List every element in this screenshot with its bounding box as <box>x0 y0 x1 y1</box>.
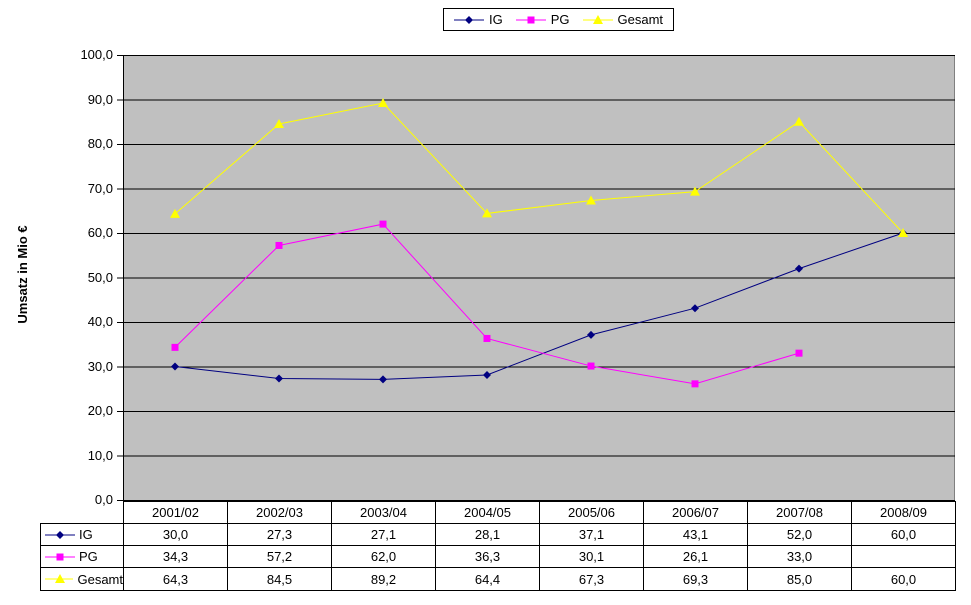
series-name: IG <box>79 527 93 542</box>
value-cell: 26,1 <box>643 545 747 567</box>
year-header-cell: 2008/09 <box>851 501 955 523</box>
diamond-marker <box>465 15 473 24</box>
year-header-cell: 2007/08 <box>747 501 851 523</box>
triangle-marker <box>482 208 492 218</box>
diamond-marker <box>56 530 64 539</box>
triangle-marker <box>586 195 596 205</box>
value-cell: 27,1 <box>331 523 435 545</box>
legend-label: Gesamt <box>617 12 664 27</box>
diamond-marker <box>795 264 803 273</box>
value-cell: 69,3 <box>643 567 747 590</box>
triangle-marker <box>274 118 284 128</box>
year-header-cell: 2002/03 <box>227 501 331 523</box>
legend-key-Gesamt <box>45 574 74 583</box>
legend-item-Gesamt: Gesamt <box>582 12 664 27</box>
chart-data-table: 2001/02 2002/03 2003/04 2004/05 2005/06 2006/… <box>40 501 956 591</box>
legend-key-PG <box>45 553 75 560</box>
value-cell: 30,1 <box>539 545 643 567</box>
square-marker <box>379 220 387 228</box>
legend-key-PG <box>515 16 546 23</box>
value-cell: 60,0 <box>851 567 955 590</box>
year-header-cell: 2006/07 <box>643 501 747 523</box>
triangle-marker <box>690 186 700 196</box>
triangle-marker <box>794 116 804 126</box>
chart-legend: IG PG Gesamt <box>443 8 675 31</box>
value-cell: 64,4 <box>435 567 539 590</box>
y-axis-tick-label: 20,0 <box>87 403 113 418</box>
triangle-marker <box>378 98 388 108</box>
year-header-cell: 2001/02 <box>123 501 227 523</box>
diamond-marker <box>275 374 283 383</box>
value-cell: 89,2 <box>331 567 435 590</box>
value-cell: 33,0 <box>747 545 851 567</box>
square-marker <box>691 380 699 388</box>
legend-label: IG <box>489 12 503 27</box>
y-axis-tick-label: 0,0 <box>94 492 113 507</box>
triangle-marker <box>898 228 908 237</box>
value-cell: 62,0 <box>331 545 435 567</box>
y-axis-tick-label: 40,0 <box>87 314 113 329</box>
diamond-marker <box>587 330 595 339</box>
value-cell: 52,0 <box>747 523 851 545</box>
value-cell: 30,0 <box>123 523 227 545</box>
year-header-cell: 2003/04 <box>331 501 435 523</box>
y-axis-tick-label: 60,0 <box>87 225 113 240</box>
value-cell: 84,5 <box>227 567 331 590</box>
triangle-marker <box>55 574 65 583</box>
y-axis-tick-label: 50,0 <box>87 269 113 285</box>
value-cell: 60,0 <box>851 523 955 545</box>
series-label-cell-Gesamt: Gesamt <box>40 567 123 590</box>
legend-key-IG <box>45 530 75 539</box>
value-cell: 34,3 <box>123 545 227 567</box>
y-axis-tick-label: 80,0 <box>87 136 113 151</box>
square-marker <box>275 241 283 249</box>
series-label-cell-IG: IG <box>40 523 123 545</box>
diamond-marker <box>379 375 387 384</box>
value-cell: 64,3 <box>123 567 227 590</box>
value-cell <box>851 545 955 567</box>
series-PG <box>171 220 803 388</box>
value-cell: 28,1 <box>435 523 539 545</box>
triangle-marker <box>592 14 603 24</box>
legend-label: PG <box>550 12 570 27</box>
square-marker <box>587 362 595 370</box>
value-cell: 36,3 <box>435 545 539 567</box>
table-corner-cell <box>40 501 123 523</box>
legend-key-Gesamt <box>582 14 613 24</box>
diamond-marker <box>483 370 491 379</box>
diamond-marker <box>171 362 179 371</box>
value-cell: 37,1 <box>539 523 643 545</box>
value-cell: 85,0 <box>747 567 851 590</box>
y-axis-title: Umsatz in Mio € <box>15 225 30 324</box>
square-marker <box>527 16 535 23</box>
series-IG <box>171 229 907 384</box>
series-name: Gesamt <box>77 571 123 587</box>
square-marker <box>483 334 491 342</box>
square-marker <box>171 343 179 351</box>
series-Gesamt <box>170 98 908 237</box>
value-cell: 27,3 <box>227 523 331 545</box>
y-axis-tick-label: 10,0 <box>87 447 113 463</box>
square-marker <box>795 349 803 357</box>
y-axis-tick-label: 30,0 <box>87 358 113 374</box>
y-axis-tick-label: 90,0 <box>87 91 113 107</box>
value-cell: 57,2 <box>227 545 331 567</box>
diamond-marker <box>691 304 699 313</box>
legend-item-IG: IG <box>454 12 503 27</box>
legend-key-IG <box>454 15 484 24</box>
chart-plot-svg <box>117 55 955 501</box>
series-name: PG <box>79 549 98 564</box>
year-header-cell: 2005/06 <box>539 501 643 523</box>
triangle-marker <box>170 208 180 218</box>
value-cell: 67,3 <box>539 567 643 590</box>
legend-item-PG: PG <box>515 12 570 27</box>
y-axis-tick-label: 70,0 <box>87 180 113 196</box>
square-marker <box>56 553 64 560</box>
year-header-cell: 2004/05 <box>435 501 539 523</box>
value-cell: 43,1 <box>643 523 747 545</box>
series-label-cell-PG: PG <box>40 545 123 567</box>
y-axis-tick-label: 100,0 <box>80 47 113 62</box>
